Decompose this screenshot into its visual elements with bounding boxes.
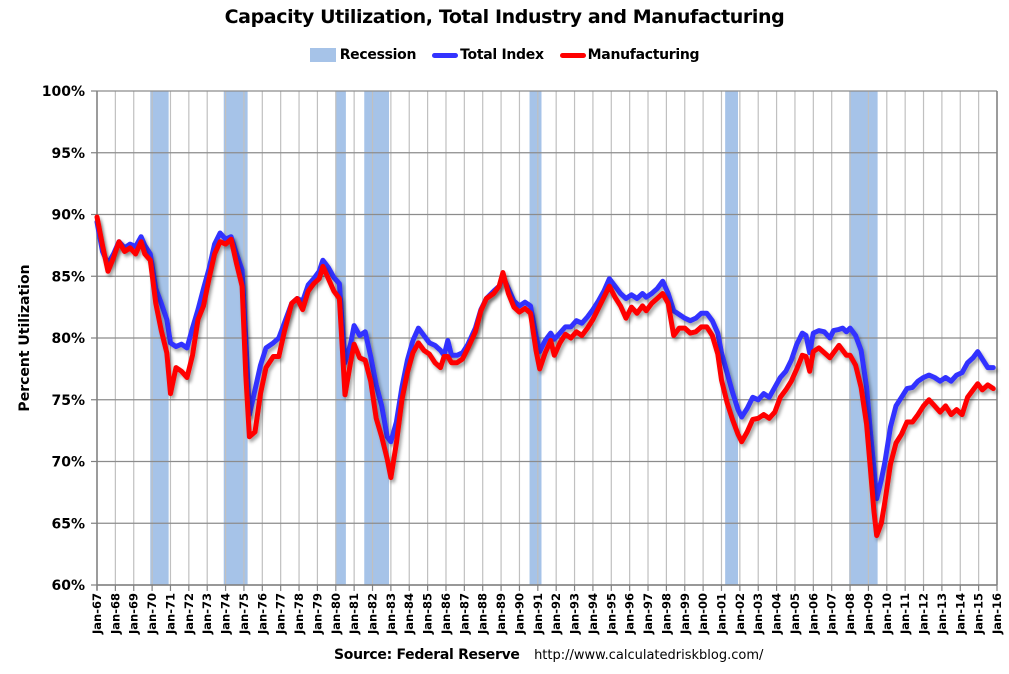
x-tick-label: Jan-92 — [549, 593, 563, 635]
x-tick-label: Jan-72 — [182, 593, 196, 635]
legend-item-total-index: Total Index — [432, 47, 544, 63]
source-url: http://www.calculatedriskblog.com/ — [534, 648, 764, 663]
x-tick-label: Jan-97 — [641, 593, 655, 635]
legend-swatch-manufacturing — [559, 52, 586, 58]
x-tick-label: Jan-77 — [274, 593, 288, 635]
x-tick-label: Jan-03 — [751, 593, 765, 635]
legend-item-recession: Recession — [309, 47, 417, 63]
x-tick-label: Jan-12 — [917, 593, 931, 635]
x-tick-label: Jan-95 — [604, 593, 618, 635]
x-tick-label: Jan-78 — [292, 593, 306, 635]
x-tick-label: Jan-08 — [843, 593, 857, 635]
x-tick-label: Jan-70 — [145, 593, 159, 635]
x-tick-label: Jan-04 — [770, 593, 784, 635]
y-tick-label: 75% — [51, 393, 85, 409]
x-tick-label: Jan-94 — [586, 593, 600, 635]
chart-title: Capacity Utilization, Total Industry and… — [224, 6, 785, 28]
series-line-manufacturing — [94, 214, 996, 539]
legend-label-manufacturing: Manufacturing — [587, 47, 700, 63]
x-tick-label: Jan-15 — [972, 593, 986, 635]
x-tick-label: Jan-79 — [310, 593, 324, 635]
x-tick-label: Jan-83 — [384, 593, 398, 635]
legend-label-total-index: Total Index — [460, 47, 544, 63]
x-tick-label: Jan-90 — [512, 593, 526, 635]
x-tick-label: Jan-73 — [200, 593, 214, 635]
x-tick-label: Jan-98 — [659, 593, 673, 635]
x-tick-label: Jan-93 — [568, 593, 582, 635]
x-tick-label: Jan-69 — [127, 593, 141, 635]
legend-item-manufacturing: Manufacturing — [559, 47, 700, 63]
x-tick-label: Jan-11 — [898, 593, 912, 635]
x-tick-label: Jan-14 — [953, 593, 967, 635]
x-tick-label: Jan-86 — [439, 593, 453, 635]
series-lines — [94, 214, 996, 539]
y-tick-label: 65% — [51, 516, 85, 532]
x-tick-label: Jan-84 — [402, 593, 416, 635]
x-tick-label: Jan-81 — [347, 593, 361, 635]
legend: Recession Total Index Manufacturing — [0, 47, 1009, 63]
x-tick-label: Jan-87 — [457, 593, 471, 635]
x-tick-label: Jan-76 — [255, 593, 269, 635]
x-tick-label: Jan-80 — [329, 593, 343, 635]
y-tick-label: 100% — [42, 84, 85, 100]
y-tick-labels: 60% 65% 70% 75% 80% 85% 90% 95% 100% — [42, 84, 85, 594]
x-tick-label: Jan-02 — [733, 593, 747, 635]
y-tick-label: 85% — [51, 269, 85, 285]
x-tick-label: Jan-13 — [935, 593, 949, 635]
y-tick-label: 70% — [51, 455, 85, 471]
x-tick-label: Jan-06 — [806, 593, 820, 635]
x-tick-label: Jan-74 — [219, 593, 233, 635]
x-tick-label: Jan-00 — [696, 593, 710, 635]
legend-swatch-recession — [309, 48, 336, 62]
x-tick-label: Jan-91 — [531, 593, 545, 635]
x-tick-label: Jan-67 — [90, 593, 104, 635]
y-tick-label: 80% — [51, 331, 85, 347]
source-label: Source: Federal Reserve — [334, 647, 520, 663]
x-tick-label: Jan-71 — [163, 593, 177, 635]
x-tick-label: Jan-01 — [714, 593, 728, 635]
x-tick-label: Jan-82 — [366, 593, 380, 635]
x-tick-label: Jan-89 — [494, 593, 508, 635]
x-tick-label: Jan-16 — [990, 593, 1004, 635]
y-tick-label: 60% — [51, 578, 85, 594]
y-tick-label: 95% — [51, 146, 85, 162]
x-tick-label: Jan-07 — [825, 593, 839, 635]
axes — [91, 90, 998, 591]
x-tick-label: Jan-10 — [880, 593, 894, 635]
legend-label-recession: Recession — [339, 47, 417, 63]
x-tick-label: Jan-05 — [788, 593, 802, 635]
x-tick-labels: Jan-67 Jan-68 Jan-69 Jan-70 Jan-71 Jan-72 Jan-… — [90, 593, 1004, 635]
source-footer: Source: Federal Reserve http://www.calcu… — [334, 647, 763, 663]
legend-swatch-total-index — [432, 52, 459, 58]
x-tick-label: Jan-68 — [108, 593, 122, 635]
x-tick-label: Jan-99 — [678, 593, 692, 635]
x-tick-label: Jan-85 — [421, 593, 435, 635]
y-tick-label: 90% — [51, 208, 85, 224]
y-axis-label: Percent Utilization — [17, 264, 33, 411]
x-tick-label: Jan-09 — [861, 593, 875, 635]
x-tick-label: Jan-88 — [476, 593, 490, 635]
x-tick-label: Jan-75 — [237, 593, 251, 635]
x-tick-label: Jan-96 — [623, 593, 637, 635]
